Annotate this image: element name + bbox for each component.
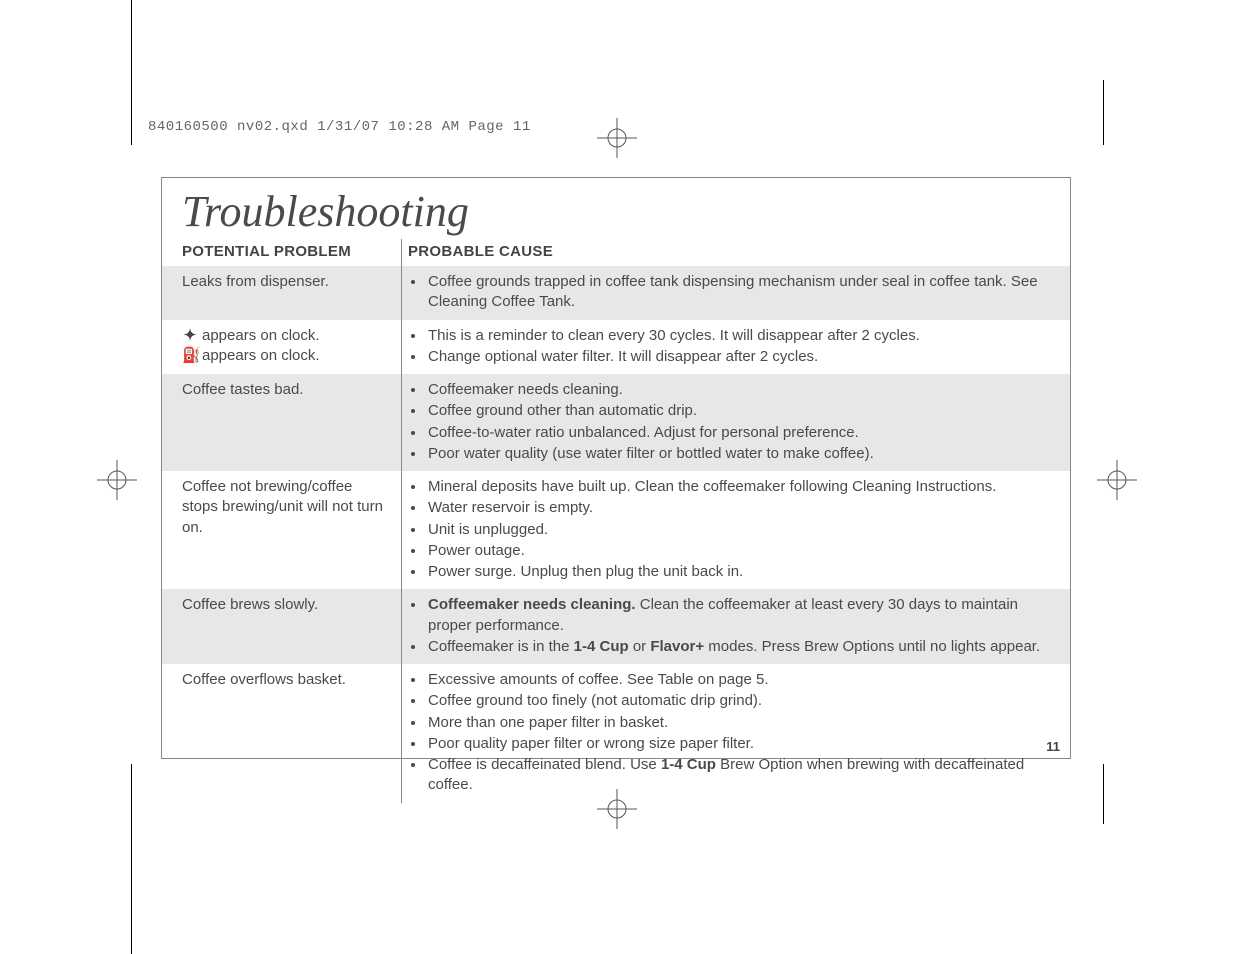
- cause-text: 1-4 Cup: [574, 638, 629, 655]
- problem-cell: Coffee overflows basket.: [162, 664, 402, 803]
- problem-cell: Coffee brews slowly.: [162, 589, 402, 664]
- cause-item: Coffee ground other than automatic drip.: [426, 401, 1056, 421]
- cause-cell: This is a reminder to clean every 30 cyc…: [402, 320, 1071, 375]
- cause-list: Coffeemaker needs cleaning. Coffee ground…: [408, 380, 1056, 464]
- registration-mark-icon: [97, 460, 137, 500]
- cause-list: Mineral deposits have built up. Clean th…: [408, 477, 1056, 582]
- cause-item: This is a reminder to clean every 30 cyc…: [426, 326, 1056, 346]
- cause-item: Poor quality paper filter or wrong size …: [426, 734, 1056, 754]
- cause-text: Coffee-to-water ratio unbalanced. Adjust…: [428, 424, 859, 441]
- crop-mark: [1103, 80, 1104, 145]
- cause-text: Poor water quality (use water filter or …: [428, 445, 874, 462]
- problem-line: Coffee brews slowly.: [182, 595, 387, 615]
- problem-text: Coffee tastes bad.: [182, 381, 303, 398]
- cause-cell: Coffeemaker needs cleaning. Clean the co…: [402, 589, 1071, 664]
- header-probable-cause: PROBABLE CAUSE: [402, 239, 1071, 266]
- cause-item: Water reservoir is empty.: [426, 498, 1056, 518]
- problem-cell: Coffee not brewing/coffee stops brewing/…: [162, 471, 402, 589]
- header-potential-problem: POTENTIAL PROBLEM: [162, 239, 402, 266]
- cause-list: This is a reminder to clean every 30 cyc…: [408, 326, 1056, 368]
- cause-item: Power outage.: [426, 541, 1056, 561]
- table-row: Leaks from dispenser. Coffee grounds trap…: [162, 266, 1070, 320]
- cause-cell: Mineral deposits have built up. Clean th…: [402, 471, 1071, 589]
- cause-text: Coffeemaker needs cleaning.: [428, 596, 636, 613]
- sparkle-icon: ✦: [182, 326, 198, 346]
- cause-cell: Excessive amounts of coffee. See Table o…: [402, 664, 1071, 803]
- cause-item: Coffeemaker needs cleaning.: [426, 380, 1056, 400]
- cause-text: Coffee is decaffeinated blend. Use: [428, 756, 661, 773]
- problem-cell: ✦appears on clock.⛽appears on clock.: [162, 320, 402, 375]
- cause-text: Coffee ground too finely (not automatic …: [428, 692, 762, 709]
- cause-text: Coffeemaker needs cleaning.: [428, 381, 623, 398]
- cause-text: Coffee grounds trapped in coffee tank di…: [428, 273, 1038, 310]
- cause-item: Coffee grounds trapped in coffee tank di…: [426, 272, 1056, 313]
- cause-text: Coffeemaker is in the: [428, 638, 574, 655]
- cause-item: Mineral deposits have built up. Clean th…: [426, 477, 1056, 497]
- cause-list: Coffee grounds trapped in coffee tank di…: [408, 272, 1056, 313]
- cause-text: or: [629, 638, 651, 655]
- table-row: Coffee brews slowly. Coffeemaker needs cl…: [162, 589, 1070, 664]
- faucet-icon: ⛽: [182, 346, 198, 366]
- cause-item: Poor water quality (use water filter or …: [426, 444, 1056, 464]
- problem-line: Coffee overflows basket.: [182, 670, 387, 690]
- page-title: Troubleshooting: [182, 186, 1070, 237]
- cause-text: 1-4 Cup: [661, 756, 716, 773]
- crop-mark: [131, 764, 132, 954]
- registration-mark-icon: [1097, 460, 1137, 500]
- crop-mark: [131, 0, 132, 145]
- problem-text: appears on clock.: [202, 327, 320, 344]
- crop-mark: [1103, 764, 1104, 824]
- problem-text: appears on clock.: [202, 347, 320, 364]
- problem-line: ⛽appears on clock.: [182, 346, 387, 366]
- problem-line: Leaks from dispenser.: [182, 272, 387, 292]
- problem-line: Coffee tastes bad.: [182, 380, 387, 400]
- registration-mark-icon: [597, 118, 637, 158]
- cause-item: Coffeemaker is in the 1-4 Cup or Flavor+…: [426, 637, 1056, 657]
- cause-item: Power surge. Unplug then plug the unit b…: [426, 562, 1056, 582]
- cause-text: modes. Press Brew Options until no light…: [704, 638, 1040, 655]
- table-row: Coffee overflows basket. Excessive amount…: [162, 664, 1070, 803]
- table-row: Coffee tastes bad. Coffeemaker needs clea…: [162, 374, 1070, 471]
- cause-text: Change optional water filter. It will di…: [428, 348, 818, 365]
- cause-item: Excessive amounts of coffee. See Table o…: [426, 670, 1056, 690]
- cause-item: Coffee-to-water ratio unbalanced. Adjust…: [426, 423, 1056, 443]
- table-header-row: POTENTIAL PROBLEM PROBABLE CAUSE: [162, 239, 1070, 266]
- problem-line: ✦appears on clock.: [182, 326, 387, 346]
- cause-cell: Coffee grounds trapped in coffee tank di…: [402, 266, 1071, 320]
- cause-text: Poor quality paper filter or wrong size …: [428, 735, 754, 752]
- problem-text: Leaks from dispenser.: [182, 273, 329, 290]
- page-frame: Troubleshooting POTENTIAL PROBLEM PROBAB…: [161, 177, 1071, 759]
- cause-item: Coffee is decaffeinated blend. Use 1-4 C…: [426, 755, 1056, 796]
- cause-text: Power surge. Unplug then plug the unit b…: [428, 563, 743, 580]
- cause-text: Power outage.: [428, 542, 525, 559]
- problem-text: Coffee brews slowly.: [182, 596, 318, 613]
- cause-item: Coffeemaker needs cleaning. Clean the co…: [426, 595, 1056, 636]
- cause-text: This is a reminder to clean every 30 cyc…: [428, 327, 920, 344]
- cause-list: Excessive amounts of coffee. See Table o…: [408, 670, 1056, 796]
- cause-text: Coffee ground other than automatic drip.: [428, 402, 697, 419]
- troubleshooting-table: POTENTIAL PROBLEM PROBABLE CAUSE Leaks f…: [162, 239, 1070, 803]
- cause-text: Mineral deposits have built up. Clean th…: [428, 478, 996, 495]
- cause-list: Coffeemaker needs cleaning. Clean the co…: [408, 595, 1056, 657]
- cause-item: Unit is unplugged.: [426, 520, 1056, 540]
- cause-text: Water reservoir is empty.: [428, 499, 593, 516]
- cause-item: Change optional water filter. It will di…: [426, 347, 1056, 367]
- table-row: Coffee not brewing/coffee stops brewing/…: [162, 471, 1070, 589]
- problem-text: Coffee not brewing/coffee stops brewing/…: [182, 478, 383, 536]
- cause-item: Coffee ground too finely (not automatic …: [426, 691, 1056, 711]
- problem-cell: Leaks from dispenser.: [162, 266, 402, 320]
- cause-cell: Coffeemaker needs cleaning. Coffee ground…: [402, 374, 1071, 471]
- cause-text: Unit is unplugged.: [428, 521, 548, 538]
- table-row: ✦appears on clock.⛽appears on clock.This…: [162, 320, 1070, 375]
- cause-text: Flavor+: [650, 638, 704, 655]
- problem-cell: Coffee tastes bad.: [162, 374, 402, 471]
- page-number: 11: [1046, 739, 1060, 754]
- problem-text: Coffee overflows basket.: [182, 671, 346, 688]
- print-header-slug: 840160500 nv02.qxd 1/31/07 10:28 AM Page…: [148, 119, 531, 135]
- cause-text: Excessive amounts of coffee. See Table o…: [428, 671, 769, 688]
- cause-item: More than one paper filter in basket.: [426, 713, 1056, 733]
- problem-line: Coffee not brewing/coffee stops brewing/…: [182, 477, 387, 538]
- cause-text: More than one paper filter in basket.: [428, 714, 668, 731]
